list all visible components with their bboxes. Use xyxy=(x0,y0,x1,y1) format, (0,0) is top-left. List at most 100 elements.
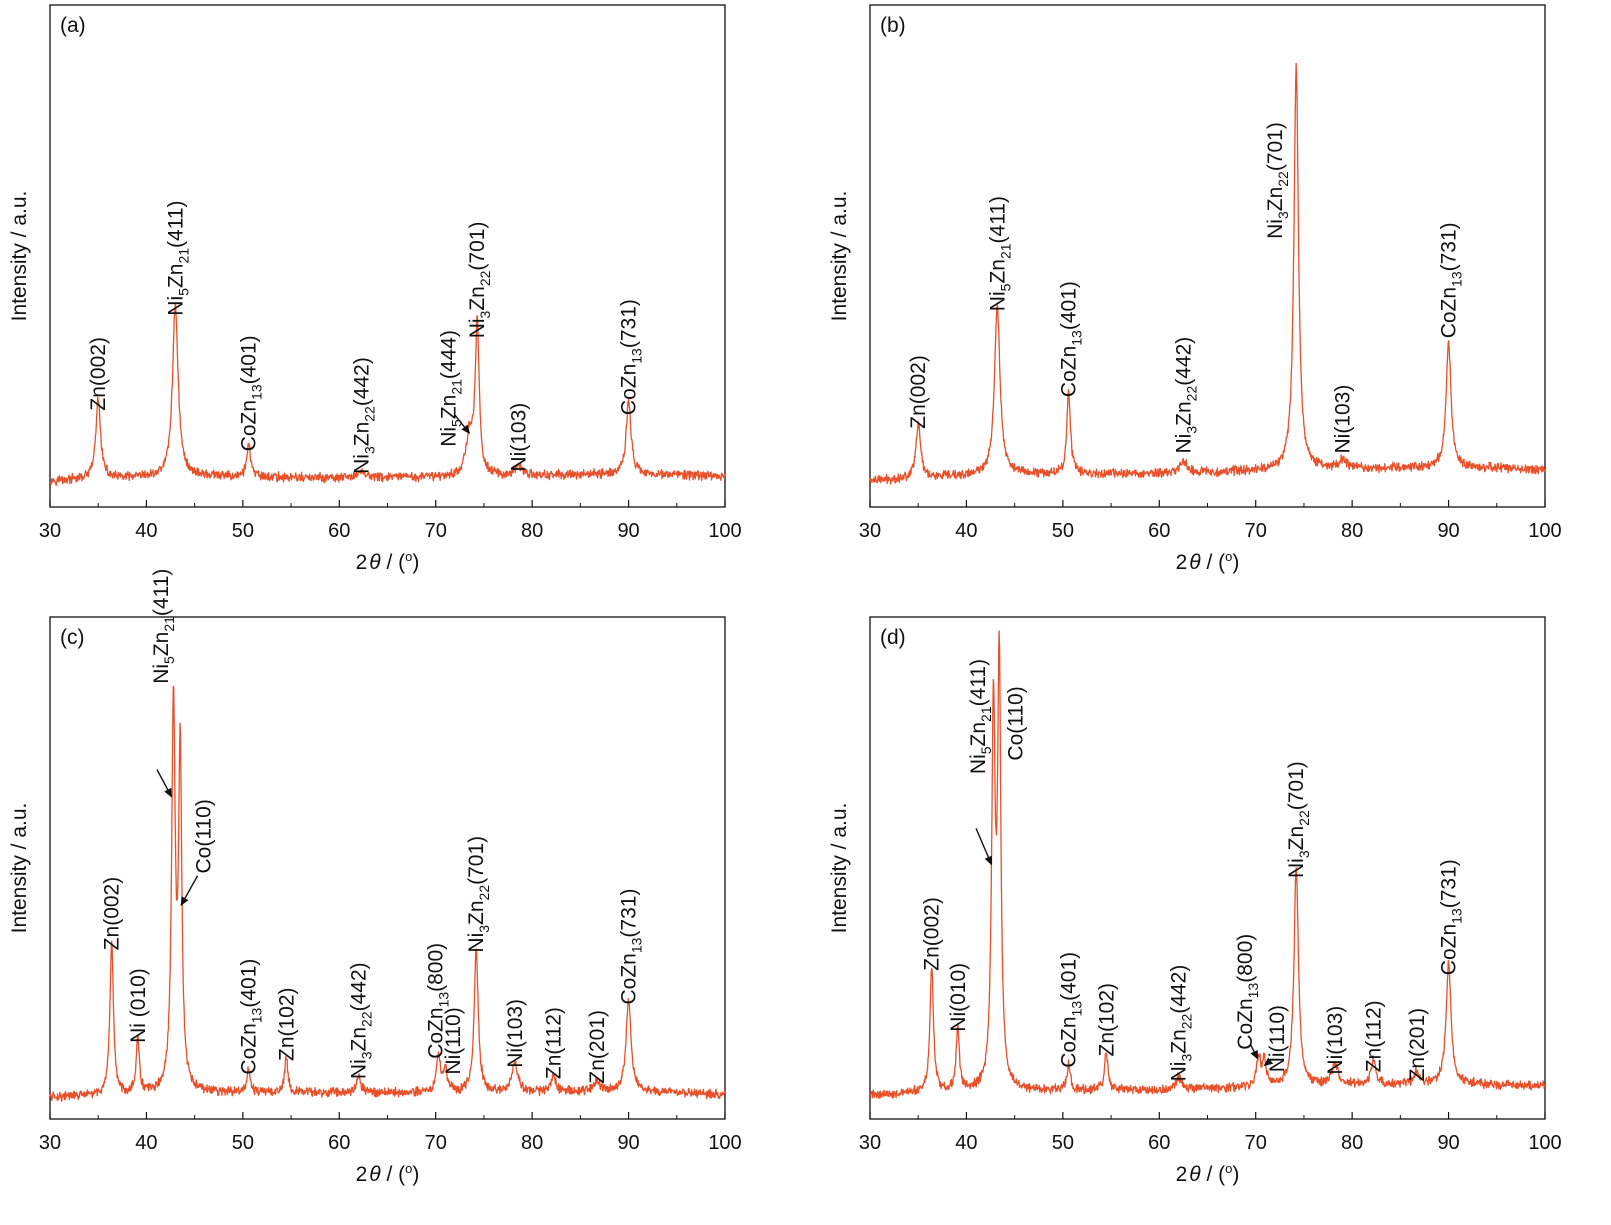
peak-label: Ni5Zn21(411) xyxy=(164,200,191,315)
peak-label: Ni3Zn22(442) xyxy=(1168,965,1195,1082)
x-tick-label: 80 xyxy=(1341,1132,1363,1154)
xrd-panel-d: 30 40 50 60 70 80 90 100 2θ / (o) Intensity / a.u… xyxy=(828,616,1562,1186)
peak-label: CoZn13(401) xyxy=(238,959,265,1075)
x-tick-label: 70 xyxy=(1245,520,1267,542)
xrd-panel-c: 30 40 50 60 70 80 90 100 2θ / (o) Intensity / a.u… xyxy=(8,569,742,1186)
peak-arrow xyxy=(156,769,173,798)
x-tick-label: 50 xyxy=(232,520,254,542)
xrd-pattern-line xyxy=(869,62,1546,485)
peak-label: CoZn13(731) xyxy=(1438,222,1465,338)
peak-label: CoZn13(800) xyxy=(1234,934,1261,1050)
x-tick-label: 30 xyxy=(39,520,61,542)
x-axis-label: 2θ / (o) xyxy=(1176,549,1240,574)
peak-label: Zn(002) xyxy=(101,877,124,951)
x-tick-label: 80 xyxy=(521,520,543,542)
peak-label: CoZn13(401) xyxy=(1058,952,1085,1068)
xrd-panel-a: 30 40 50 60 70 80 90 100 2θ / (o) Intensity / a.u… xyxy=(8,4,742,574)
peak-label: Ni(103) xyxy=(1324,1006,1347,1075)
x-tick-label: 40 xyxy=(135,1132,157,1154)
panel-label: (d) xyxy=(880,626,906,649)
x-tick-label: 40 xyxy=(135,520,157,542)
peak-label: Zn(102) xyxy=(1095,983,1118,1057)
peak-label: CoZn13(401) xyxy=(238,335,265,451)
plot-frame xyxy=(49,616,726,1120)
peak-arrow xyxy=(1250,1044,1259,1060)
peak-label: CoZn13(401) xyxy=(1058,281,1085,397)
xrd-panel-b: 30 40 50 60 70 80 90 100 2θ / (o) Intensity / a.u… xyxy=(828,4,1562,574)
x-tick-label: 60 xyxy=(328,1132,350,1154)
peak-label: Ni (010) xyxy=(127,968,150,1043)
x-tick-label: 40 xyxy=(955,1132,977,1154)
peak-label: CoZn13(800) xyxy=(425,943,452,1059)
peak-arrow xyxy=(180,875,199,907)
peak-label: Zn(201) xyxy=(1406,1008,1429,1082)
peak-label: Ni5Zn21(411) xyxy=(967,659,994,774)
peak-label: Zn(002) xyxy=(921,897,944,971)
peak-label: Zn(112) xyxy=(542,1007,565,1079)
peak-label: Co(110) xyxy=(1005,686,1028,760)
x-tick-label: 30 xyxy=(859,1132,881,1154)
peak-label: Ni3Zn22(701) xyxy=(466,222,493,339)
peak-label: Zn(102) xyxy=(275,987,298,1061)
peak-label: Ni5Zn21(411) xyxy=(986,196,1013,311)
x-tick-label: 100 xyxy=(1528,1132,1561,1154)
x-tick-label: 50 xyxy=(1052,520,1074,542)
x-tick-label: 90 xyxy=(1437,1132,1459,1154)
x-tick-label: 80 xyxy=(521,1132,543,1154)
peak-label: Ni3Zn22(701) xyxy=(465,836,492,953)
peak-arrow xyxy=(1263,1057,1274,1067)
peak-label: Zn(002) xyxy=(907,355,930,429)
peak-label: Zn(201) xyxy=(586,1010,609,1084)
peak-label: Ni3Zn22(701) xyxy=(1285,761,1312,878)
x-tick-label: 100 xyxy=(708,520,741,542)
peak-label: Ni3Zn22(701) xyxy=(1264,122,1291,239)
x-axis-label: 2θ / (o) xyxy=(1176,1161,1240,1186)
panel-label: (a) xyxy=(60,14,86,37)
x-tick-label: 40 xyxy=(955,520,977,542)
x-tick-label: 90 xyxy=(1437,520,1459,542)
peak-label: Ni(103) xyxy=(1332,385,1355,454)
peak-label: Ni5Zn21(411) xyxy=(150,569,177,684)
x-tick-label: 50 xyxy=(232,1132,254,1154)
peak-label: Ni5Zn21(444) xyxy=(437,330,464,447)
xrd-pattern-line xyxy=(869,630,1546,1100)
peak-label: Ni(110) xyxy=(442,1007,465,1074)
panel-label: (c) xyxy=(60,626,85,649)
x-tick-label: 90 xyxy=(617,520,639,542)
x-tick-label: 80 xyxy=(1341,520,1363,542)
peak-arrow xyxy=(454,414,471,434)
x-tick-label: 30 xyxy=(39,1132,61,1154)
y-axis-label: Intensity / a.u. xyxy=(828,803,851,934)
x-axis-label: 2θ / (o) xyxy=(356,549,420,574)
peak-label: Ni(103) xyxy=(504,999,527,1068)
x-tick-label: 90 xyxy=(617,1132,639,1154)
peak-label: Ni3Zn22(442) xyxy=(351,357,378,474)
x-tick-label: 60 xyxy=(1148,520,1170,542)
peak-label: Ni(103) xyxy=(508,403,531,472)
peak-label: CoZn13(731) xyxy=(618,889,645,1005)
peak-label: Zn(112) xyxy=(1362,1000,1385,1072)
peak-label: Ni(110) xyxy=(1266,1005,1289,1072)
peak-label: CoZn13(731) xyxy=(1438,859,1465,975)
y-axis-label: Intensity / a.u. xyxy=(828,191,851,322)
x-tick-label: 50 xyxy=(1052,1132,1074,1154)
peak-label: Ni(010) xyxy=(947,963,970,1032)
x-tick-label: 100 xyxy=(708,1132,741,1154)
peak-label: Zn(002) xyxy=(87,337,110,411)
xrd-pattern-line xyxy=(49,685,726,1103)
x-tick-label: 70 xyxy=(425,1132,447,1154)
peak-label: Co(110) xyxy=(192,799,215,873)
x-axis-label: 2θ / (o) xyxy=(356,1161,420,1186)
x-tick-label: 70 xyxy=(1245,1132,1267,1154)
x-tick-label: 60 xyxy=(328,520,350,542)
x-tick-label: 60 xyxy=(1148,1132,1170,1154)
peak-label: Ni3Zn22(442) xyxy=(348,962,375,1079)
peak-arrow xyxy=(975,828,993,866)
y-axis-label: Intensity / a.u. xyxy=(8,191,31,322)
peak-label: CoZn13(731) xyxy=(618,299,645,415)
xrd-pattern-line xyxy=(49,302,726,486)
y-axis-label: Intensity / a.u. xyxy=(8,803,31,934)
x-tick-label: 100 xyxy=(1528,520,1561,542)
x-tick-label: 30 xyxy=(859,520,881,542)
